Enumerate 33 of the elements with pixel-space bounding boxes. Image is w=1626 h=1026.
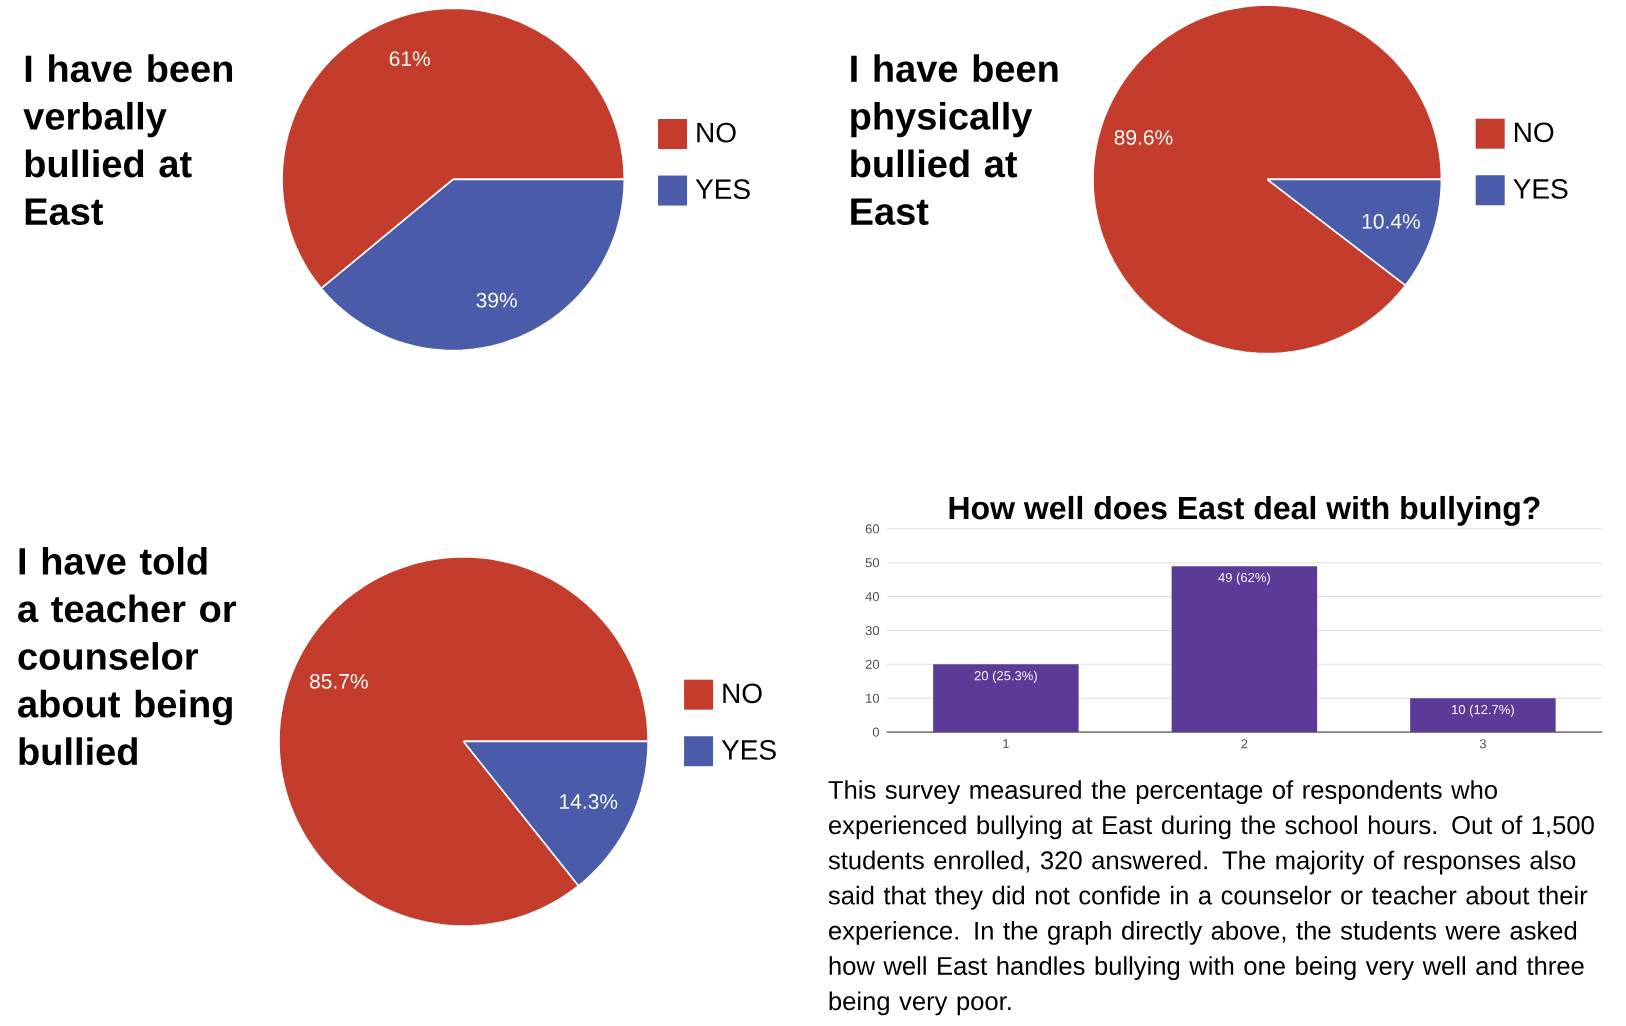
y-tick-label: 60	[865, 524, 880, 534]
text: I have told a teacher or counselor about being bullied	[18, 546, 237, 766]
x-tick-label: 2	[1241, 739, 1248, 749]
legend-label: YES	[721, 739, 776, 760]
data-label: 10 (12.7%)	[1452, 704, 1514, 717]
data-label: 85.7%	[309, 673, 368, 689]
legend-label: YES	[1513, 178, 1568, 199]
bar	[933, 664, 1079, 733]
x-tick-label: 1	[1003, 739, 1009, 749]
data-label: 49 (62%)	[1218, 572, 1270, 585]
chart-title: How well does East deal with bullying?	[949, 495, 1540, 526]
data-label: 39%	[476, 292, 517, 308]
bar	[1410, 698, 1556, 733]
y-tick-label: 50	[865, 558, 880, 568]
text: This survey measured the percentage of respondents who experienced bullying at East during the school hours. Out of 1,500 students enrolled, 320 answered. The majority of responses also said that they did not confide in a counselor or teacher about their experience. In the graph directly above, the students were asked how well East handles bullying with one being very well and three being very poor.	[828, 780, 1594, 1016]
data-label: 61%	[389, 51, 430, 67]
data-label: 14.3%	[560, 794, 618, 809]
data-label: 20 (25.3%)	[974, 670, 1037, 683]
y-tick-label: 0	[872, 727, 880, 737]
legend-label: YES	[695, 179, 750, 200]
y-tick-label: 30	[865, 625, 880, 636]
text: I have been verbally bullied at East	[23, 54, 233, 226]
legend-label: NO	[723, 683, 762, 704]
legend-label: NO	[1514, 122, 1554, 143]
text: I have been physically bullied at East	[851, 54, 1058, 226]
y-tick-label: 40	[865, 592, 880, 602]
legend-label: NO	[697, 122, 736, 143]
data-label: 89.6%	[1114, 130, 1173, 145]
y-tick-label: 20	[865, 659, 880, 669]
data-label: 10.4%	[1362, 213, 1420, 229]
bar	[1171, 566, 1318, 733]
y-tick-label: 10	[866, 693, 880, 703]
x-tick-label: 3	[1479, 739, 1486, 749]
